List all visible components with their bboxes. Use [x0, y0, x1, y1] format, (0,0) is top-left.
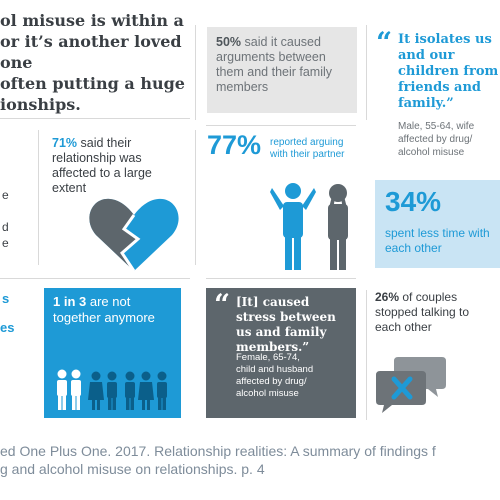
- people-group-icon: [57, 369, 167, 410]
- stat-1in3-panel: 1 in 3 are not together anymore: [44, 288, 181, 418]
- broken-heart-icon: [89, 198, 179, 272]
- stat-50-label: said it caused arguments between them an…: [216, 35, 333, 94]
- divider: [195, 25, 196, 120]
- divider: [38, 130, 39, 265]
- stat-50-text: 50% said it caused arguments between the…: [216, 35, 351, 95]
- footer-line-2: g and alcohol misuse on relationships. p…: [0, 461, 265, 477]
- divider: [195, 130, 196, 265]
- stat-1in3-label: are not together anymore: [53, 294, 155, 325]
- stat-26-value: 26%: [375, 290, 400, 304]
- stat-77-label: reported arguing with their partner: [270, 137, 345, 160]
- arguing-couple-icon: [270, 183, 348, 270]
- stat-34-value: 34%: [385, 186, 442, 217]
- quote-2-text: [It] caused stress between us and family…: [236, 295, 336, 354]
- stat-34-label: spent less time with each other: [385, 226, 490, 255]
- speech-bubbles-x-icon: [376, 357, 446, 413]
- stat-71-value: 71%: [52, 136, 78, 150]
- divider: [366, 290, 367, 420]
- stat-71-text: 71% said their relationship was affected…: [52, 136, 162, 196]
- intro-line-1: ol misuse is within a: [0, 11, 184, 30]
- quote-mark-icon: “: [376, 26, 393, 59]
- quote-mark-icon: “: [214, 288, 231, 321]
- stat-50-panel: 50% said it caused arguments between the…: [207, 27, 357, 113]
- left-text-fragment: e: [2, 188, 9, 202]
- stat-77-value: 77%: [207, 130, 262, 160]
- stat-34-panel: 34% spent less time with each other: [375, 180, 500, 268]
- divider: [366, 25, 367, 120]
- stat-26-label: of couples stopped talking to each other: [375, 290, 470, 334]
- quote-1-text: It isolates us and our children from fri…: [398, 32, 499, 111]
- divider: [206, 278, 356, 279]
- quote-2-panel: “ [It] caused stress between us and fami…: [206, 288, 356, 418]
- quote-2-attribution: Female, 65-74, child and husband affecte…: [236, 352, 314, 399]
- divider: [0, 118, 190, 119]
- footer-citation: ed One Plus One. 2017. Relationship real…: [0, 442, 500, 478]
- stat-1in3-text: 1 in 3 are not together anymore: [53, 294, 173, 326]
- stat-50-value: 50%: [216, 35, 242, 49]
- intro-line-4: ionships.: [0, 95, 81, 114]
- left-text-fragment: s: [2, 291, 10, 306]
- left-text-fragment: es: [0, 320, 15, 335]
- stat-71-label: said their relationship was affected to …: [52, 136, 152, 195]
- intro-line-2: or it’s another loved one: [0, 32, 182, 72]
- footer-line-1: ed One Plus One. 2017. Relationship real…: [0, 443, 436, 459]
- divider: [206, 125, 356, 126]
- left-text-fragment: e: [2, 236, 9, 250]
- quote-1: “ It isolates us and our children from f…: [376, 26, 500, 159]
- intro-line-3: often putting a huge: [0, 74, 185, 93]
- left-text-fragment: d: [2, 220, 9, 234]
- stat-1in3-value: 1 in 3: [53, 294, 87, 309]
- quote-1-attribution: Male, 55-64, wife affected by drug/ alco…: [398, 121, 475, 158]
- stat-26-text: 26% of couples stopped talking to each o…: [375, 290, 493, 335]
- intro-heading: ol misuse is within a or it’s another lo…: [0, 10, 200, 115]
- divider: [0, 278, 190, 279]
